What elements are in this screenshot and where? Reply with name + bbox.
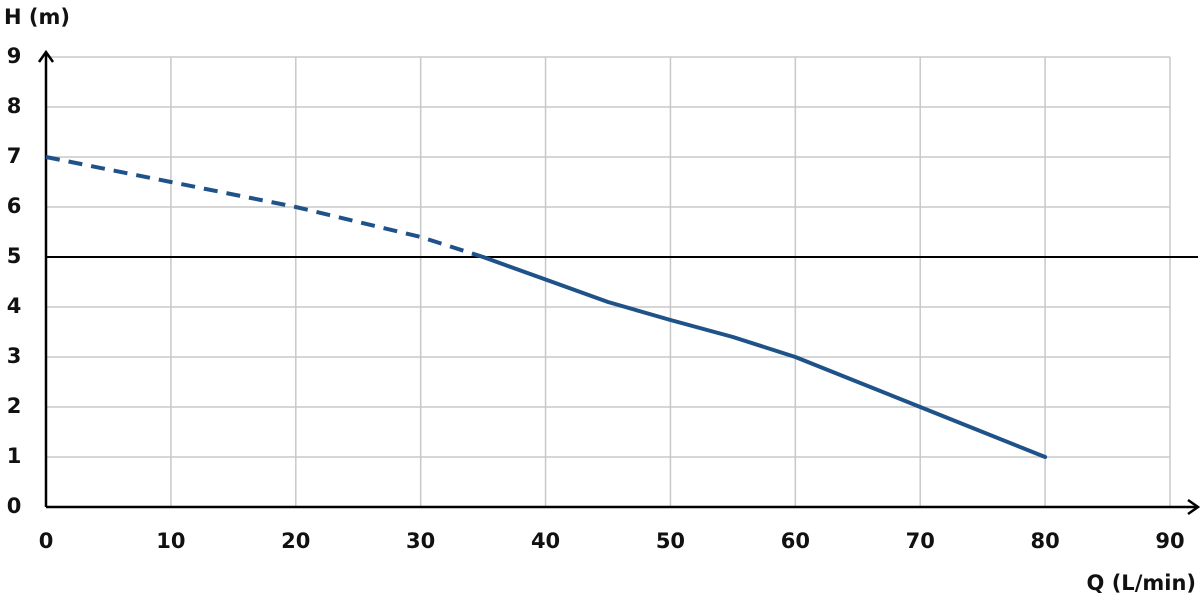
- x-tick-label: 40: [531, 529, 560, 553]
- y-tick-label: 8: [7, 94, 22, 118]
- y-tick-label: 2: [7, 394, 22, 418]
- x-tick-label: 30: [406, 529, 435, 553]
- x-tick-label: 60: [781, 529, 810, 553]
- y-tick-label: 4: [7, 294, 22, 318]
- y-axis-arrow: [37, 49, 55, 63]
- x-tick-label: 10: [156, 529, 185, 553]
- y-tick-label: 6: [7, 194, 22, 218]
- x-axis-arrow: [1187, 498, 1200, 516]
- y-tick-label: 5: [7, 244, 22, 268]
- x-tick-label: 50: [656, 529, 685, 553]
- x-tick-label: 70: [906, 529, 935, 553]
- y-tick-label: 1: [7, 444, 22, 468]
- x-tick-label: 0: [39, 529, 54, 553]
- y-tick-label: 0: [7, 494, 22, 518]
- y-tick-label: 9: [7, 44, 22, 68]
- x-tick-label: 20: [281, 529, 310, 553]
- x-tick-label: 90: [1155, 529, 1184, 553]
- y-axis-label: H (m): [4, 5, 70, 29]
- curve: [45, 155, 484, 259]
- x-axis-label: Q (L/min): [1087, 571, 1196, 595]
- y-tick-label: 7: [7, 144, 22, 168]
- curve: [481, 255, 1048, 459]
- x-tick-label: 80: [1030, 529, 1059, 553]
- y-tick-label: 3: [7, 344, 22, 368]
